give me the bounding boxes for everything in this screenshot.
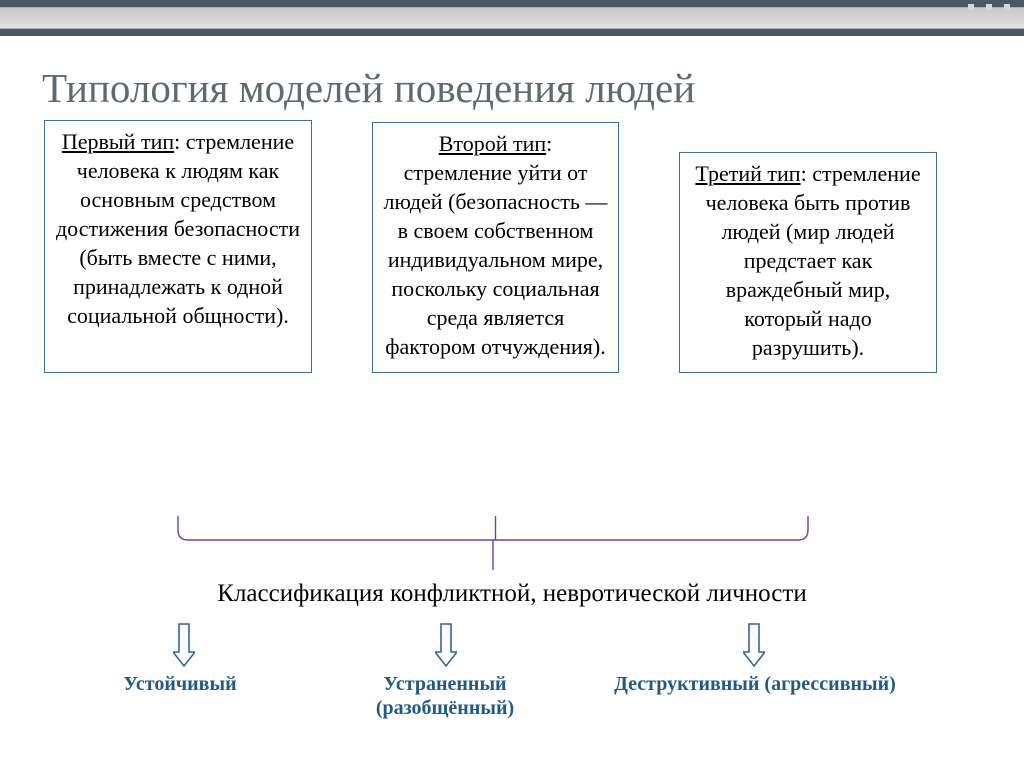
down-arrow-icon [173,622,195,668]
arrow-row [0,622,1024,668]
box-text: : стремление человека к людям как основн… [56,129,300,328]
classification-label: Классификация конфликтной, невротической… [0,580,1024,608]
category-stable: Устойчивый [90,672,270,696]
down-arrow-icon [435,622,457,668]
box-lead: Третий тип [695,161,800,186]
category-destructive: Деструктивный (агрессивный) [595,672,915,696]
corner-dots [968,4,1010,10]
dot-icon [986,4,992,10]
dot-icon [1004,4,1010,10]
box-lead: Второй тип [439,131,546,156]
bracket-connector [74,510,944,590]
top-bar-stripe [0,7,1024,29]
type-box-2: Второй тип: стремление уйти от людей (бе… [372,122,619,373]
box-lead: Первый тип [62,129,174,154]
page-title: Типология моделей поведения людей [0,36,1024,120]
dot-icon [968,4,974,10]
bracket-svg [74,510,944,590]
box-text: : стремление человека быть против людей … [706,161,921,360]
type-box-3: Третий тип: стремление человека быть про… [679,152,937,373]
box-text: : стремление уйти от людей (безопасность… [384,131,608,359]
top-bar [0,0,1024,36]
type-box-1: Первый тип: стремление человека к людям … [44,120,312,373]
category-withdrawn: Устраненный(разобщённый) [350,672,540,720]
type-boxes-row: Первый тип: стремление человека к людям … [0,120,1024,373]
down-arrow-icon [743,622,765,668]
